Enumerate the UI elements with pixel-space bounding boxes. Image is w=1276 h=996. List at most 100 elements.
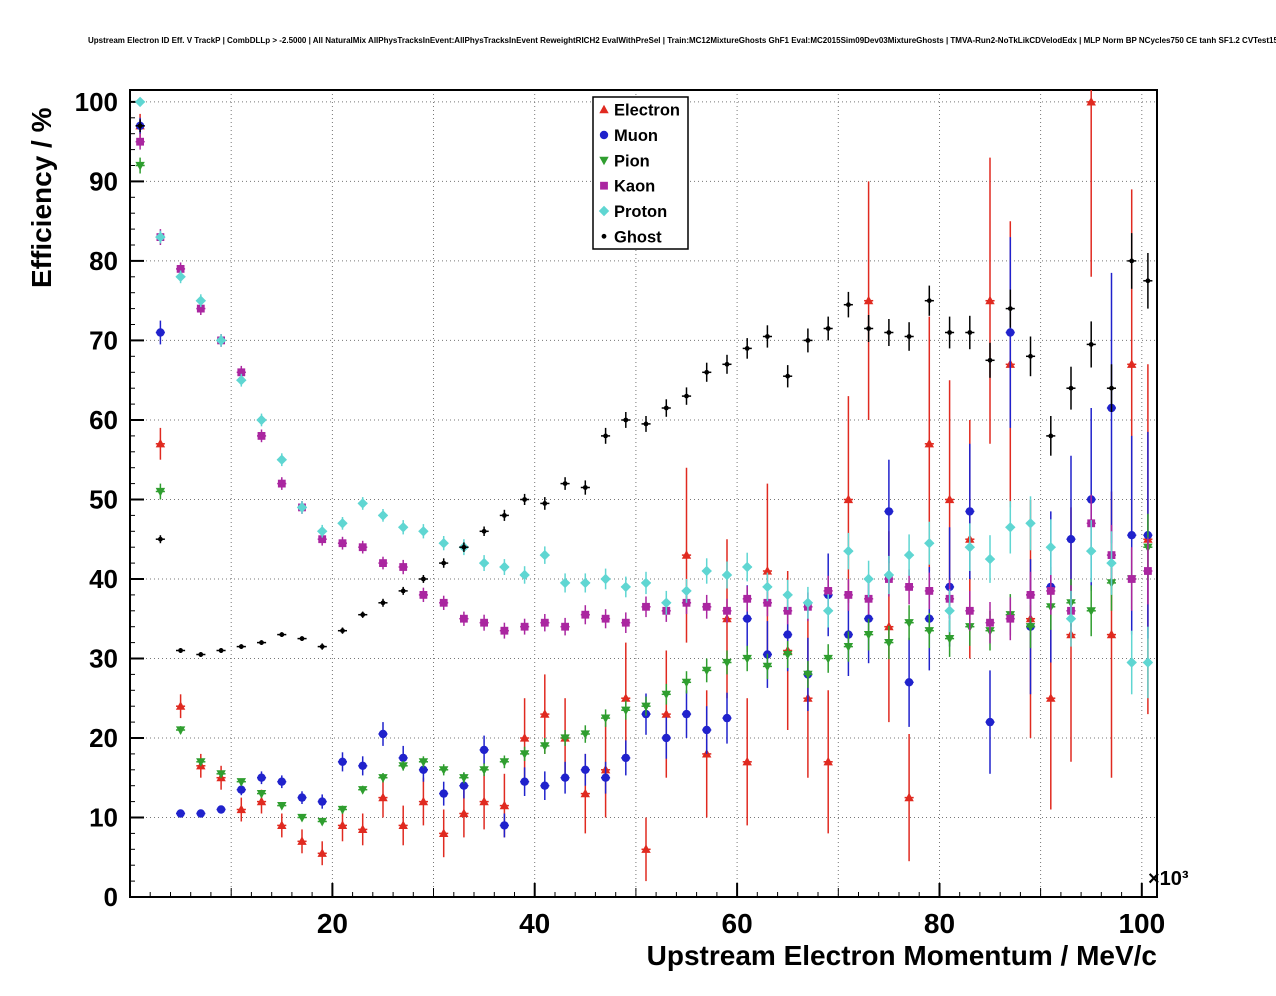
data-point-marker (155, 438, 166, 448)
data-point-marker (1106, 557, 1117, 569)
data-point-marker (599, 130, 609, 140)
data-point-marker (338, 539, 347, 548)
data-point-marker (196, 304, 205, 313)
data-point-marker (399, 753, 408, 763)
data-point-marker (216, 805, 226, 814)
data-point-marker (540, 618, 549, 627)
data-point-marker (623, 417, 629, 423)
data-point-marker (1025, 518, 1036, 529)
data-point-marker (600, 573, 611, 585)
data-point-marker (782, 589, 793, 601)
data-point-marker (1088, 342, 1094, 347)
data-point-marker (519, 569, 530, 581)
data-point-marker (783, 630, 792, 639)
data-point-marker (441, 560, 447, 566)
data-point-marker (418, 758, 429, 767)
data-point-marker (924, 438, 934, 448)
svg-text:10: 10 (89, 803, 118, 833)
data-point-marker (520, 622, 529, 631)
data-point-marker (1046, 693, 1056, 702)
data-point-marker (155, 231, 166, 243)
data-point-marker (1046, 587, 1055, 595)
data-point-marker (601, 233, 607, 239)
data-point-marker (641, 702, 651, 712)
data-point-marker (1006, 328, 1015, 337)
data-point-marker (702, 725, 711, 735)
data-point-marker (156, 328, 165, 337)
svg-text:40: 40 (89, 564, 118, 594)
plot-title: Upstream Electron ID Eff. V TrackP | Com… (88, 36, 1276, 45)
data-point-marker (906, 334, 912, 339)
data-point-marker (964, 542, 975, 553)
data-point-marker (601, 614, 610, 623)
data-point-marker (398, 522, 409, 533)
data-point-marker (581, 765, 590, 774)
data-point-marker (1066, 535, 1076, 544)
svg-text:20: 20 (317, 908, 348, 939)
legend-item-kaon: Kaon (600, 178, 655, 196)
data-point-marker (967, 330, 973, 335)
svg-text:40: 40 (519, 908, 550, 939)
legend-label: Pion (614, 152, 650, 170)
data-point-marker (985, 295, 995, 305)
data-point-marker (378, 774, 388, 783)
data-point-marker (155, 487, 166, 497)
svg-text:0: 0 (104, 882, 118, 912)
data-point-marker (762, 566, 773, 575)
svg-text:100: 100 (75, 87, 118, 117)
data-point-marker (802, 597, 814, 608)
data-point-marker (823, 654, 833, 664)
data-point-marker (904, 619, 914, 628)
data-point-marker (398, 820, 408, 829)
data-point-marker (461, 544, 467, 550)
data-point-marker (1144, 567, 1152, 575)
data-point-marker (926, 298, 932, 304)
data-point-marker (398, 762, 408, 771)
data-point-marker (379, 559, 387, 567)
data-point-marker (621, 693, 631, 702)
x-tick-labels: 20 40 60 80 100 (317, 908, 1165, 939)
data-point-marker (987, 357, 993, 363)
data-point-marker (965, 507, 974, 516)
data-point-marker (357, 498, 368, 509)
data-point-marker (723, 606, 731, 615)
data-point-marker (480, 618, 488, 627)
data-point-marker (661, 709, 671, 718)
data-point-marker (1086, 545, 1097, 557)
data-point-marker (499, 758, 510, 767)
data-point-marker (823, 756, 833, 766)
data-point-marker (561, 622, 569, 631)
data-point-marker (742, 561, 753, 573)
data-point-marker (158, 536, 163, 542)
data-point-marker (378, 792, 388, 802)
data-point-marker (1026, 591, 1035, 599)
data-point-marker (662, 733, 671, 743)
data-point-marker (600, 714, 611, 724)
svg-text:50: 50 (89, 485, 118, 515)
data-point-marker (863, 631, 874, 640)
legend-label: Proton (614, 203, 667, 221)
data-point-marker (598, 205, 610, 217)
svg-text:80: 80 (89, 246, 118, 276)
data-point-marker (216, 770, 226, 779)
data-point-marker (236, 804, 246, 814)
data-point-marker (944, 605, 955, 616)
data-point-marker (866, 326, 871, 331)
data-point-marker (522, 497, 527, 502)
data-point-marker (823, 605, 834, 616)
data-point-marker (905, 583, 913, 591)
data-point-marker (257, 773, 266, 782)
data-point-marker (1106, 629, 1117, 639)
data-point-marker (1127, 575, 1136, 583)
data-point-marker (944, 635, 955, 644)
legend-item-ghost: Ghost (601, 228, 662, 246)
legend-label: Ghost (614, 228, 662, 246)
data-point-marker (337, 805, 348, 815)
data-point-marker (722, 713, 732, 723)
data-point-marker (256, 414, 267, 426)
data-point-marker (400, 588, 406, 594)
data-point-marker (1086, 96, 1096, 106)
grid-lines (130, 90, 1157, 897)
data-point-marker (904, 678, 914, 687)
